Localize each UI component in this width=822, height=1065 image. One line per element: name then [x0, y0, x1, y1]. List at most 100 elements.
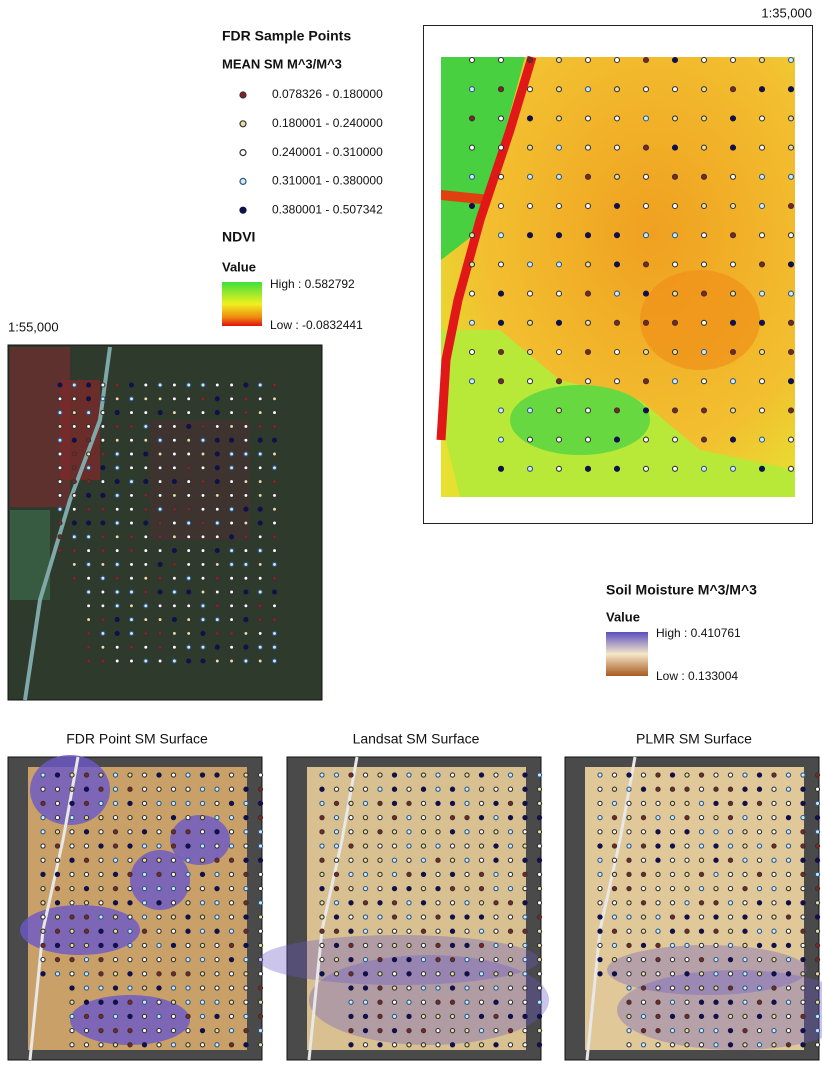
- sample-point: [615, 466, 620, 471]
- sample-point: [200, 801, 204, 805]
- sample-point: [789, 58, 794, 63]
- sample-point: [786, 801, 790, 805]
- sample-point: [244, 590, 248, 594]
- sample-point: [84, 1000, 88, 1004]
- sample-point: [641, 915, 645, 919]
- sample-point: [407, 1043, 411, 1047]
- sample-point: [644, 233, 649, 238]
- sample-point: [656, 816, 660, 820]
- sample-point: [523, 943, 527, 947]
- sample-point: [470, 291, 475, 296]
- sample-point: [113, 943, 117, 947]
- sample-point: [101, 507, 105, 511]
- sample-point: [215, 466, 219, 470]
- sample-point: [670, 943, 674, 947]
- sample-point: [789, 466, 794, 471]
- sample-point: [392, 915, 396, 919]
- sample-point: [258, 411, 262, 415]
- sample-point: [760, 466, 765, 471]
- sample-point: [99, 872, 103, 876]
- sample-point: [537, 773, 541, 777]
- sample-point: [421, 958, 425, 962]
- sample-point: [465, 858, 469, 862]
- sample-point: [494, 801, 498, 805]
- sample-point: [407, 816, 411, 820]
- sample-point: [157, 1014, 161, 1018]
- sample-point: [815, 887, 819, 891]
- sample-point: [789, 379, 794, 384]
- sample-point: [436, 787, 440, 791]
- sample-point: [757, 816, 761, 820]
- sample-point: [363, 801, 367, 805]
- scale-small: 1:55,000: [8, 319, 59, 334]
- sample-point: [363, 816, 367, 820]
- sample-point: [244, 480, 248, 484]
- sample-point: [142, 801, 146, 805]
- sample-point: [470, 379, 475, 384]
- sample-point: [670, 830, 674, 834]
- sample-point: [171, 958, 175, 962]
- sample-point: [673, 350, 678, 355]
- sample-point: [99, 844, 103, 848]
- sample-point: [479, 929, 483, 933]
- sample-point: [757, 787, 761, 791]
- sample-point: [99, 943, 103, 947]
- sample-point: [201, 590, 205, 594]
- sample-point: [128, 1000, 132, 1004]
- sample-point: [157, 773, 161, 777]
- sample-point: [215, 1014, 219, 1018]
- sample-point: [378, 1000, 382, 1004]
- sample-point: [229, 1029, 233, 1033]
- sample-point: [229, 1043, 233, 1047]
- sample-point: [731, 116, 736, 121]
- sample-point: [186, 972, 190, 976]
- sample-point: [670, 787, 674, 791]
- sample-point: [128, 816, 132, 820]
- sample-point: [615, 174, 620, 179]
- sample-point: [186, 773, 190, 777]
- sample-point: [789, 437, 794, 442]
- sample-point: [728, 1014, 732, 1018]
- sample-point: [258, 618, 262, 622]
- sample-point: [58, 438, 62, 442]
- sample-point: [201, 604, 205, 608]
- sample-point: [421, 887, 425, 891]
- sample-point: [378, 901, 382, 905]
- sample-point: [70, 787, 74, 791]
- sample-point: [70, 830, 74, 834]
- sample-point: [244, 411, 248, 415]
- sample-point: [615, 408, 620, 413]
- sample-point: [537, 1029, 541, 1033]
- sample-point: [685, 1043, 689, 1047]
- sample-point: [215, 521, 219, 525]
- sample-point: [41, 773, 45, 777]
- sample-point: [685, 943, 689, 947]
- sample-point: [334, 915, 338, 919]
- sample-point: [627, 887, 631, 891]
- sample-point: [670, 773, 674, 777]
- sample-point: [641, 858, 645, 862]
- sample-point: [728, 943, 732, 947]
- sample-point: [244, 549, 248, 553]
- sample-point: [258, 493, 262, 497]
- sample-point: [731, 87, 736, 92]
- sample-point: [615, 58, 620, 63]
- sample-point: [728, 872, 732, 876]
- sample-point: [673, 233, 678, 238]
- sample-point: [230, 576, 234, 580]
- sample-point: [728, 858, 732, 862]
- sample-point: [641, 830, 645, 834]
- sample-point: [244, 915, 248, 919]
- sample-point: [641, 1043, 645, 1047]
- sample-point: [815, 929, 819, 933]
- sample-point: [615, 116, 620, 121]
- sample-point: [465, 901, 469, 905]
- sample-point: [436, 844, 440, 848]
- sample-point: [392, 787, 396, 791]
- sample-point: [186, 1029, 190, 1033]
- sample-point: [320, 972, 324, 976]
- sample-point: [757, 1029, 761, 1033]
- sample-point: [760, 116, 765, 121]
- sample-point: [528, 320, 533, 325]
- sample-point: [685, 830, 689, 834]
